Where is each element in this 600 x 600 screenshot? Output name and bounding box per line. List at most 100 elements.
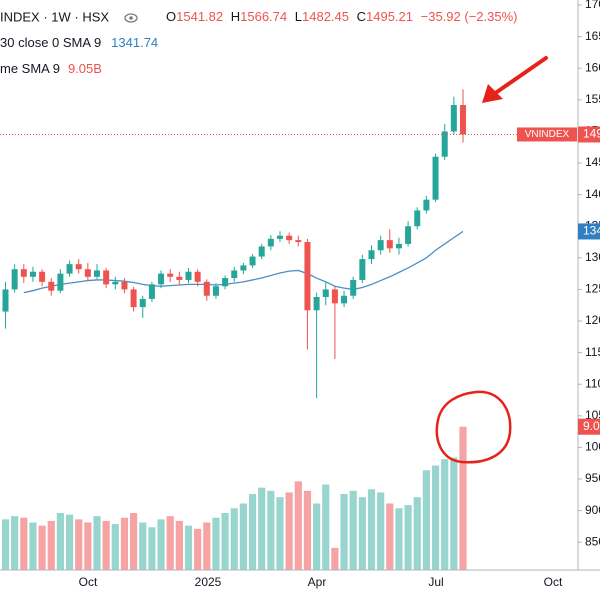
volume-bar — [230, 508, 238, 570]
candle-body — [112, 281, 119, 285]
volume-bar — [75, 519, 83, 570]
y-tick-label: 145 — [585, 155, 600, 169]
candle-body — [313, 297, 320, 311]
candle-body — [359, 259, 366, 280]
o-label: O — [166, 9, 176, 24]
volume-bar — [84, 522, 92, 570]
volume-bar — [313, 503, 321, 570]
candle-body — [231, 270, 238, 279]
candle-body — [331, 289, 338, 304]
candle-body — [130, 289, 137, 308]
volume-bar — [102, 520, 110, 570]
volume-bar — [38, 525, 46, 570]
sma-value: 1341.74 — [111, 35, 158, 50]
y-tick-label: 100 — [585, 440, 600, 454]
candle-body — [158, 273, 165, 285]
volume-bar — [422, 470, 430, 570]
candle-body — [450, 105, 457, 132]
volume-bar — [404, 505, 412, 570]
candle-body — [212, 286, 219, 296]
volume-bar — [267, 490, 275, 570]
volume-bar — [285, 492, 293, 570]
close-tag: 149 — [583, 127, 600, 141]
change: −35.92 (−2.35%) — [421, 9, 518, 24]
candle-body — [66, 264, 73, 274]
y-tick-label: 125 — [585, 282, 600, 296]
candle-body — [286, 235, 293, 241]
plot-area — [0, 89, 578, 570]
candle-body — [11, 269, 18, 290]
candle-body — [341, 295, 348, 304]
volume-bar — [20, 517, 28, 570]
candle-body — [322, 289, 329, 298]
volume-legend: me SMA 9 9.05B — [0, 61, 102, 76]
volume-bar — [340, 494, 348, 570]
candle-body — [39, 271, 46, 282]
h-value: 1566.74 — [240, 9, 287, 24]
candle-body — [377, 240, 384, 251]
volume-bar — [212, 517, 220, 570]
volume-bar — [248, 494, 257, 570]
volume-bar — [322, 484, 330, 570]
annotation-circle — [435, 390, 512, 464]
x-tick-label: 2025 — [195, 575, 222, 589]
y-tick-label: 155 — [585, 92, 600, 106]
candle-body — [148, 284, 155, 299]
volume-bar — [1, 519, 10, 570]
y-tick-label: 140 — [585, 187, 600, 201]
volume-bar — [441, 459, 449, 570]
candle-body — [240, 265, 247, 271]
volume-bar — [294, 481, 302, 570]
x-tick-label: Jul — [428, 575, 443, 589]
candle-body — [277, 235, 283, 239]
y-tick-label: 110 — [585, 376, 600, 390]
candle-body — [94, 270, 100, 277]
candle-body — [185, 271, 192, 280]
candle-body — [57, 273, 64, 291]
volume-tag-bg — [578, 418, 600, 435]
volume-bar — [29, 522, 37, 570]
y-tick-label: 900 — [585, 503, 600, 517]
y-tick-label: 165 — [585, 29, 600, 43]
volume-bar — [358, 497, 366, 570]
volume-bar — [303, 490, 312, 570]
candle-body — [167, 273, 174, 277]
candle-body — [222, 278, 229, 287]
l-label: L — [295, 9, 302, 24]
volume-bar — [450, 457, 458, 570]
volume-bar — [331, 547, 339, 570]
symbol-tag: VNINDEX — [525, 129, 570, 140]
sma-line — [23, 230, 464, 294]
x-tick-label: Apr — [308, 575, 327, 589]
x-tick-label: Oct — [544, 575, 563, 589]
volume-bar — [349, 490, 357, 570]
candle-body — [295, 240, 302, 243]
y-tick-label: 115 — [585, 345, 600, 359]
x-tick-label: Oct — [79, 575, 98, 589]
y-tick-label: 850 — [585, 534, 600, 548]
volume-bar — [56, 513, 64, 570]
candle-body — [368, 250, 375, 260]
c-label: C — [357, 9, 366, 24]
candle-body — [405, 226, 412, 244]
volume-bar — [386, 503, 394, 570]
volume-label: me SMA 9 — [0, 61, 60, 76]
ohlc: O1541.82 H1566.74 L1482.45 C1495.21 −35.… — [166, 9, 518, 24]
candle-body — [139, 298, 146, 308]
sma-label: 30 close 0 SMA 9 — [0, 35, 101, 50]
o-value: 1541.82 — [176, 9, 223, 24]
candle-body — [258, 246, 265, 257]
volume-bar — [431, 465, 440, 570]
candle-body — [2, 289, 9, 312]
candle-body — [194, 271, 201, 282]
volume-bar — [93, 516, 101, 570]
candle-body — [395, 243, 402, 249]
candle-body — [414, 210, 421, 227]
candle-body — [304, 242, 311, 311]
volume-tag: 9.0 — [583, 419, 600, 433]
volume-bar — [194, 528, 202, 570]
volume-bar — [258, 487, 266, 570]
volume-bar — [47, 520, 55, 570]
symbol: INDEX · 1W · HSX — [0, 9, 109, 24]
